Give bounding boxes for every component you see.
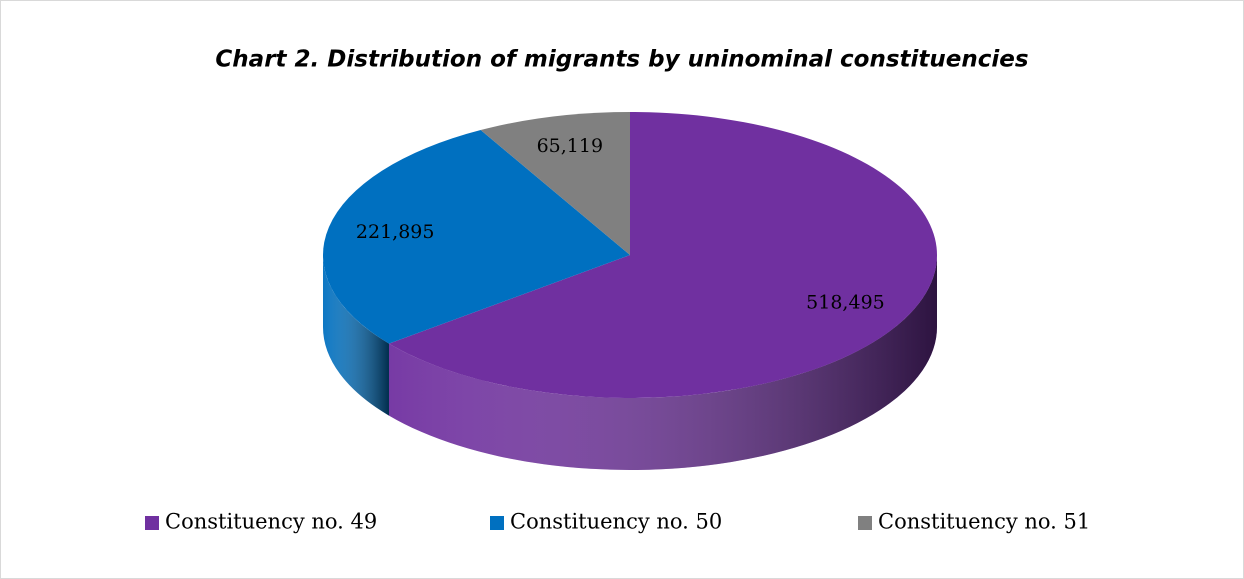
slice — [388, 112, 937, 398]
slice — [480, 112, 630, 255]
legend-swatch — [858, 516, 872, 530]
slice-side-shade — [323, 255, 389, 416]
legend-swatch — [490, 516, 504, 530]
slice — [323, 130, 630, 344]
chart-title: Chart 2. Distribution of migrants by uni… — [215, 47, 1028, 73]
data-label: 221,895 — [356, 221, 435, 243]
data-label: 518,495 — [806, 292, 885, 314]
legend-label: Constituency no. 51 — [878, 510, 1090, 534]
legend-label: Constituency no. 50 — [510, 510, 722, 534]
slice-side-shade — [388, 255, 937, 471]
legend-label: Constituency no. 49 — [165, 510, 377, 534]
data-label: 65,119 — [537, 135, 603, 157]
legend-swatch — [145, 516, 159, 530]
